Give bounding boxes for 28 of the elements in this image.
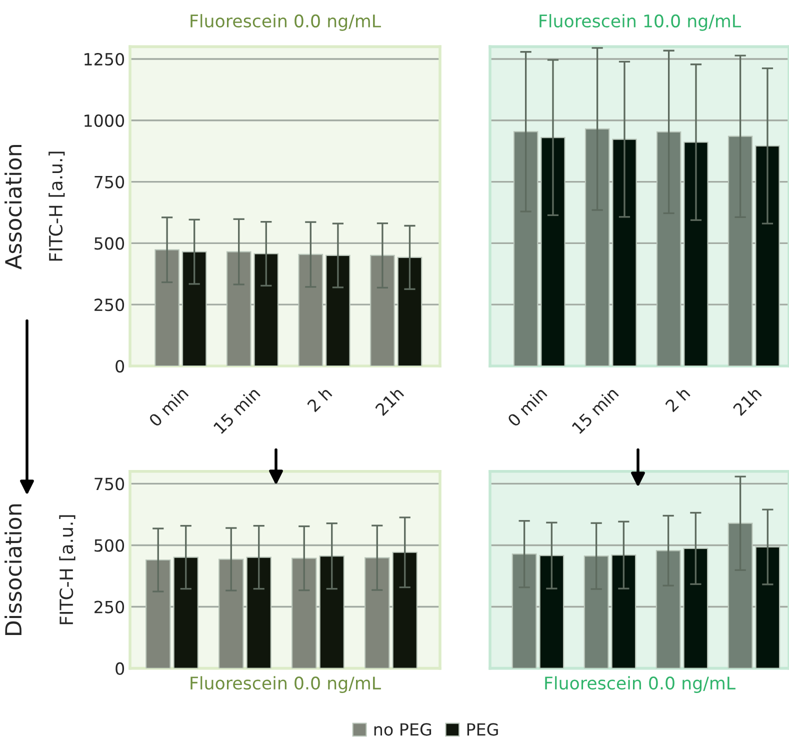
y-tick-label: 1000 <box>84 114 124 127</box>
legend-label: PEG <box>467 723 498 736</box>
y-tick-label: 750 <box>94 176 124 188</box>
legend-label: no PEG <box>374 723 432 736</box>
text: Fluorescein 0.0 ng/mL <box>545 676 736 693</box>
text: Association <box>4 144 22 270</box>
y-tick-label: 250 <box>94 600 124 614</box>
y-tick-label: 0 <box>116 360 124 373</box>
chart-title: Fluorescein 10.0 ng/mL <box>540 14 741 31</box>
text: Fluorescein 0.0 ng/mL <box>190 676 381 693</box>
x-tick-label: 0 min <box>148 386 189 428</box>
x-tick-label: 21h <box>732 386 762 416</box>
chart-title: Fluorescein 0.0 ng/mL <box>190 14 381 31</box>
y-tick-label: 1250 <box>84 52 124 66</box>
y-tick-label: 250 <box>94 298 124 312</box>
x-tick-label: 21h <box>374 386 404 416</box>
text: Dissociation <box>4 504 22 635</box>
y-tick-label: 500 <box>94 539 124 552</box>
y-tick-label: 500 <box>94 237 124 250</box>
x-tick-label: 15 min <box>212 386 261 434</box>
x-tick-label: 15 min <box>571 386 620 434</box>
y-axis-title: FITC-H [a.u.] <box>48 152 65 261</box>
y-tick-label: 0 <box>116 662 124 675</box>
x-tick-label: 2 h <box>306 386 332 412</box>
y-tick-label: 750 <box>94 478 124 490</box>
x-tick-label: 0 min <box>506 386 548 428</box>
y-axis-title: FITC-H [a.u.] <box>59 515 76 624</box>
x-tick-label: 2 h <box>664 386 690 412</box>
